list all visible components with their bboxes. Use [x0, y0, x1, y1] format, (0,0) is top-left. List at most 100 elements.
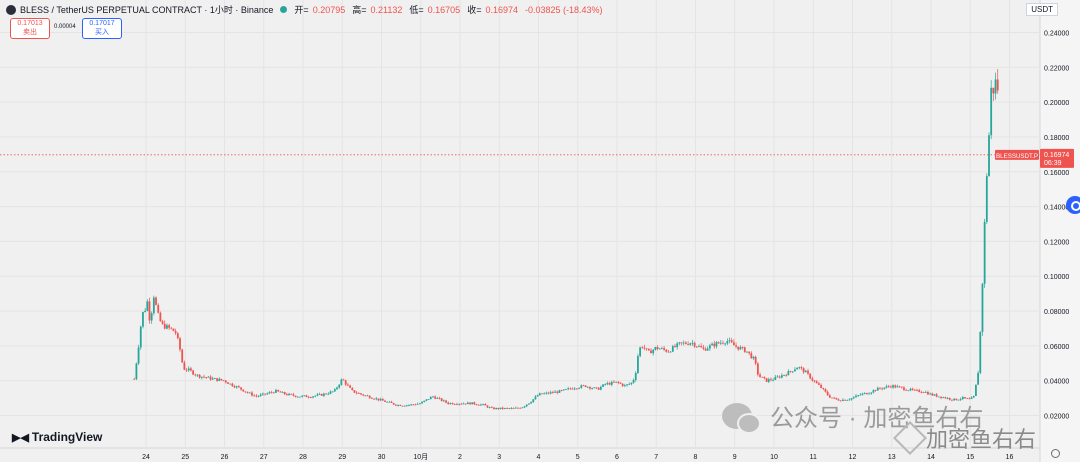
candle-body [645, 348, 648, 350]
candle-body [789, 371, 792, 372]
candle-body [456, 404, 458, 405]
candle-body [353, 390, 356, 393]
candle-body [248, 392, 251, 394]
y-tick-label: 0.04000 [1044, 379, 1069, 386]
candle-body [150, 313, 153, 321]
candle-body [272, 392, 275, 394]
candle-body [735, 345, 737, 347]
candle-body [881, 388, 884, 390]
candle-body [597, 387, 600, 390]
candle-body [739, 347, 742, 350]
candle-body [281, 392, 284, 393]
candle-body [275, 389, 277, 393]
candle-body [181, 349, 184, 363]
candle-body [621, 383, 624, 386]
time-axis: 24 25 26 27 28 29 30 10月 2 3 4 5 6 7 8 9 10 11 12 13 14 15 16 [142, 453, 1013, 461]
candle-body [253, 395, 256, 397]
candle-body [981, 283, 984, 332]
x-tick-label: 5 [576, 454, 580, 461]
candle-body [172, 328, 175, 332]
candle-body [975, 384, 977, 396]
candle-body [301, 395, 304, 397]
candle-body [133, 378, 136, 380]
candle-body [333, 389, 336, 392]
candle-body [704, 348, 707, 351]
candle-body [647, 348, 650, 351]
candle-body [386, 401, 389, 403]
candle-body [663, 348, 665, 350]
candle-body [911, 388, 914, 390]
close-value: 0.16974 [485, 4, 518, 15]
candle-body [554, 391, 556, 393]
candle-body [312, 396, 314, 398]
candle-body [517, 407, 519, 409]
y-tick-label: 0.06000 [1044, 344, 1069, 351]
x-tick-label: 6 [615, 454, 619, 461]
x-tick-label: 10 [770, 454, 778, 461]
candle-body [861, 393, 864, 395]
candle-body [418, 403, 421, 405]
y-tick-label: 0.14000 [1044, 205, 1069, 212]
tradingview-logo[interactable]: ▶◀ TradingView [12, 430, 102, 444]
candle-body [702, 347, 705, 349]
candle-body [344, 380, 347, 385]
candle-body [948, 397, 951, 400]
candle-body [510, 408, 513, 409]
candle-body [868, 393, 870, 395]
x-tick-label: 7 [654, 454, 658, 461]
candle-body [545, 392, 548, 394]
candle-body [678, 342, 681, 344]
candle-body [442, 400, 445, 402]
candle-body [667, 351, 670, 353]
candle-body [547, 392, 550, 394]
candle-body [937, 396, 940, 398]
candle-body [743, 347, 746, 353]
watermark-diamond-icon [893, 421, 927, 455]
candle-body [261, 393, 264, 395]
sell-button[interactable]: 0.17013 卖出 [10, 18, 50, 39]
candle-body [944, 397, 947, 399]
candle-body [410, 404, 413, 406]
candle-body [384, 400, 386, 402]
candle-body [240, 387, 242, 390]
candle-body [504, 408, 506, 409]
candle-body [562, 389, 565, 391]
watermark-text-2: 加密鱼右右 [926, 427, 1037, 452]
candle-body [578, 387, 580, 389]
candle-body [617, 381, 620, 383]
candle-body [964, 397, 966, 399]
x-tick-label: 28 [299, 454, 307, 461]
buy-button[interactable]: 0.17017 买入 [82, 18, 122, 39]
candle-body [985, 176, 988, 222]
candle-body [320, 393, 323, 396]
candle-body [412, 404, 415, 406]
symbol-title[interactable]: BLESS / TetherUS PERPETUAL CONTRACT · 1小… [20, 5, 274, 15]
candle-body [626, 384, 628, 386]
side-panel-toggle-icon[interactable] [1066, 196, 1080, 214]
candle-body [802, 368, 805, 373]
candle-body [575, 388, 578, 390]
settings-gear-icon[interactable] [1051, 449, 1060, 458]
candle-body [966, 398, 969, 400]
candle-body [447, 402, 450, 405]
candle-body [711, 343, 713, 346]
candle-body [798, 367, 801, 369]
candle-body [294, 395, 297, 397]
x-tick-label: 3 [497, 454, 501, 461]
candle-body [599, 386, 602, 390]
candle-body [408, 405, 410, 406]
candle-body [632, 379, 635, 383]
currency-unit-selector[interactable]: USDT [1026, 3, 1058, 16]
candle-body [580, 385, 583, 388]
candle-body [584, 385, 587, 387]
candle-body [970, 397, 973, 400]
candle-body [706, 348, 709, 351]
candle-body [741, 347, 744, 348]
candle-body [399, 404, 402, 406]
candle-body [283, 392, 286, 395]
candle-body [606, 383, 609, 385]
candle-body [959, 398, 962, 400]
candle-body [462, 403, 465, 405]
candle-body [349, 385, 351, 388]
